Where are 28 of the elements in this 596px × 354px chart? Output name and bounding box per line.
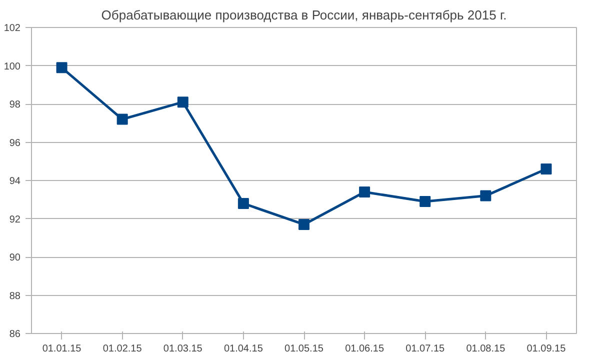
y-tick-label: 102 bbox=[4, 23, 21, 34]
point bbox=[56, 62, 68, 74]
point bbox=[116, 114, 128, 125]
y-tick-label: 86 bbox=[9, 329, 21, 340]
x-tick-label: 01.08.15 bbox=[466, 344, 506, 354]
point bbox=[480, 190, 492, 202]
point bbox=[298, 218, 310, 230]
y-tick-label: 94 bbox=[9, 176, 21, 187]
y-tick-label: 90 bbox=[9, 252, 21, 264]
x-tick-label: 01.01.15 bbox=[42, 344, 82, 354]
point bbox=[540, 164, 552, 175]
x-tick-label: 01.09.15 bbox=[526, 344, 566, 354]
y-tick-label: 92 bbox=[9, 214, 21, 226]
y-tick-label: 100 bbox=[4, 61, 21, 72]
x-tick-label: 01.04.15 bbox=[224, 344, 264, 354]
point bbox=[238, 198, 249, 209]
y-tick-label: 96 bbox=[9, 138, 21, 149]
point bbox=[177, 96, 188, 108]
y-tick-label: 98 bbox=[9, 100, 21, 110]
x-tick-label: 01.02.15 bbox=[102, 344, 142, 354]
chart-title: Обрабатывающие производства в России, январь-сентябрь 2015 г. bbox=[101, 8, 507, 22]
x-tick-label: 01.05.15 bbox=[284, 344, 324, 354]
y-tick-label: 88 bbox=[9, 290, 21, 302]
x-tick-label: 01.07.15 bbox=[406, 344, 446, 354]
point bbox=[359, 186, 370, 198]
point bbox=[420, 196, 431, 208]
x-tick-label: 01.06.15 bbox=[345, 344, 384, 354]
x-tick-label: 01.03.15 bbox=[163, 344, 203, 354]
